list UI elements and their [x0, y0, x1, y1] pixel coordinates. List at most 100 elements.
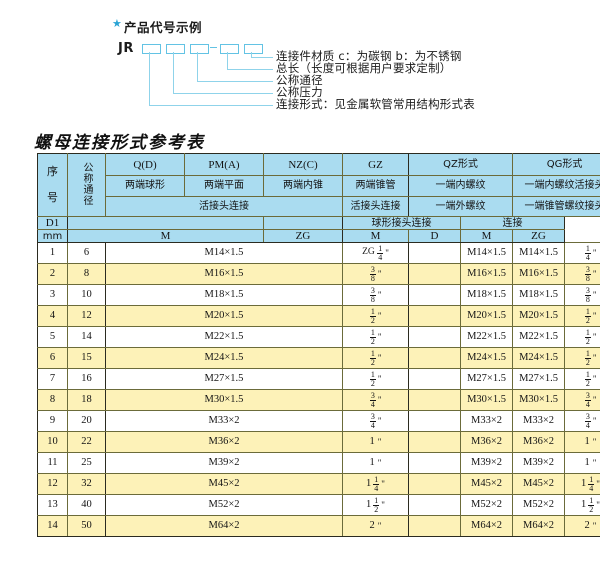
leader-line-material-h — [251, 57, 273, 59]
cell-seq: 14 — [37, 515, 68, 538]
cell-nominal-diameter: 22 — [67, 431, 106, 454]
header-qg-form: QG形式 — [512, 152, 600, 177]
header-qz-conn: 一端外螺纹 — [407, 195, 514, 218]
cell-nominal-diameter: 6 — [67, 242, 106, 265]
leader-line-length-v — [227, 52, 229, 70]
cell-qz-d: M20×1.5 — [459, 305, 514, 328]
cell-qg-m: M45×2 — [512, 473, 566, 496]
table-row: 8 18 M30×1.5 3 4 " M30×1.5 M30×1.5 3 4 " — [37, 389, 600, 412]
cell-qz-d: M64×2 — [459, 515, 514, 538]
cell-thread-m: M36×2 — [105, 431, 343, 454]
cell-thread-m: M64×2 — [105, 515, 343, 538]
cell-seq: 9 — [37, 410, 68, 433]
cell-qg-m: M20×1.5 — [512, 305, 566, 328]
cell-qz-d: M45×2 — [459, 473, 514, 496]
cell-seq: 2 — [37, 263, 68, 286]
spec-table: 序号公称通径 Q(D) PM(A) NZ(C) GZ QZ形式 QG形式 两端球形 两端平面 两端… — [37, 152, 600, 538]
cell-nominal-diameter: 8 — [67, 263, 106, 286]
cell-qg-zg: 3 8 " — [564, 263, 600, 286]
header-d1: D1 — [37, 215, 68, 231]
table-row: 10 22 M36×2 1 " M36×2 M36×2 1 " — [37, 431, 600, 454]
cell-seq: 11 — [37, 452, 68, 475]
leader-line-length-h — [227, 69, 273, 71]
cell-gz-zg: 1 2 " — [342, 305, 409, 328]
header-gz-zg: ZG — [263, 229, 343, 244]
cell-qz-m — [408, 410, 461, 433]
code-box-4 — [220, 44, 239, 54]
cell-qz-m — [408, 347, 461, 370]
cell-qg-m: M30×1.5 — [512, 389, 566, 412]
leader-line-diameter-h — [197, 81, 273, 83]
cell-seq: 5 — [37, 326, 68, 349]
cell-seq: 1 — [37, 242, 68, 265]
cell-qg-zg: 2 " — [564, 515, 600, 538]
cell-seq: 12 — [37, 473, 68, 496]
cell-thread-m: M24×1.5 — [105, 347, 343, 370]
cell-thread-m: M20×1.5 — [105, 305, 343, 328]
cell-qz-d: M30×1.5 — [459, 389, 514, 412]
cell-thread-m: M14×1.5 — [105, 242, 343, 265]
leader-line-diameter-v — [197, 52, 199, 82]
header-pma: PM(A) — [184, 152, 264, 177]
leader-line-pressure-h — [173, 93, 273, 95]
cell-qg-m: M64×2 — [512, 515, 566, 538]
cell-nominal-diameter: 50 — [67, 515, 106, 538]
page-title: 螺母连接形式参考表 — [34, 133, 205, 153]
cell-seq: 10 — [37, 431, 68, 454]
cell-qz-m — [408, 263, 461, 286]
code-prefix-label: JR — [118, 41, 134, 56]
cell-qg-m: M36×2 — [512, 431, 566, 454]
cell-qg-m: M52×2 — [512, 494, 566, 517]
cell-thread-m: M52×2 — [105, 494, 343, 517]
header-qz-desc: 一端内螺纹 — [407, 175, 514, 197]
cell-nominal-diameter: 10 — [67, 284, 106, 307]
cell-nominal-diameter: 18 — [67, 389, 106, 412]
table-row: 9 20 M33×2 3 4 " M33×2 M33×2 3 4 " — [37, 410, 600, 433]
header-qg-conn: 一端锥管螺纹接头 — [512, 195, 600, 218]
annotation-connection-type: 连接形式：见金属软管常用结构形式表 — [276, 97, 475, 111]
cell-qg-zg: 3 4 " — [564, 410, 600, 433]
cell-thread-m: M16×1.5 — [105, 263, 343, 286]
cell-gz-zg: 1 " — [342, 431, 409, 454]
cell-gz-zg: ZG 1 4 " — [342, 242, 409, 265]
cell-qz-m — [408, 242, 461, 265]
leader-line-conntype-v — [149, 52, 151, 106]
header-qg-desc: 一端内螺纹活接头 — [512, 175, 600, 197]
header-gz-blank — [263, 215, 343, 231]
cell-seq: 6 — [37, 347, 68, 370]
cell-qz-d: M14×1.5 — [459, 242, 514, 265]
header-qg-zg: ZG — [512, 229, 566, 244]
leader-line-conntype-h — [149, 105, 273, 107]
header-gz: GZ — [342, 152, 409, 177]
table-row: 11 25 M39×2 1 " M39×2 M39×2 1 " — [37, 452, 600, 475]
table-row: 5 14 M22×1.5 1 2 " M22×1.5 M22×1.5 1 2 " — [37, 326, 600, 349]
table-row: 6 15 M24×1.5 1 2 " M24×1.5 M24×1.5 1 2 " — [37, 347, 600, 370]
header-row-5: mm M ZG M D M ZG — [37, 229, 600, 244]
cell-thread-m: M45×2 — [105, 473, 343, 496]
header-nzc-desc: 两端内锥 — [263, 175, 343, 197]
header-qz-ball-joint: 球形接头连接 — [342, 215, 461, 231]
cell-qz-d: M18×1.5 — [459, 284, 514, 307]
header-pma-desc: 两端平面 — [184, 175, 264, 197]
header-qd: Q(D) — [105, 152, 185, 177]
header-qg-m: M — [459, 229, 514, 244]
cell-qg-zg: 1 1 2 " — [564, 494, 600, 517]
cell-nominal-diameter: 16 — [67, 368, 106, 391]
cell-gz-zg: 1 2 " — [342, 326, 409, 349]
cell-gz-zg: 1 2 " — [342, 368, 409, 391]
cell-qz-m — [408, 284, 461, 307]
cell-qg-zg: 1 " — [564, 452, 600, 475]
header-row-4: D1 球形接头连接 连接 — [37, 215, 600, 231]
cell-gz-zg: 1 2 " — [342, 347, 409, 370]
cell-qg-zg: 1 2 " — [564, 368, 600, 391]
cell-qg-m: M14×1.5 — [512, 242, 566, 265]
header-qg-connect: 连接 — [459, 215, 566, 231]
cell-nominal-diameter: 14 — [67, 326, 106, 349]
cell-thread-m: M22×1.5 — [105, 326, 343, 349]
cell-qg-m: M16×1.5 — [512, 263, 566, 286]
table-row: 12 32 M45×2 1 1 4 " M45×2 M45×2 1 1 4 " — [37, 473, 600, 496]
header-qd-desc: 两端球形 — [105, 175, 185, 197]
table-row: 13 40 M52×2 1 1 2 " M52×2 M52×2 1 1 2 " — [37, 494, 600, 517]
header-qz-d: D — [408, 229, 461, 244]
table-row: 7 16 M27×1.5 1 2 " M27×1.5 M27×1.5 1 2 " — [37, 368, 600, 391]
